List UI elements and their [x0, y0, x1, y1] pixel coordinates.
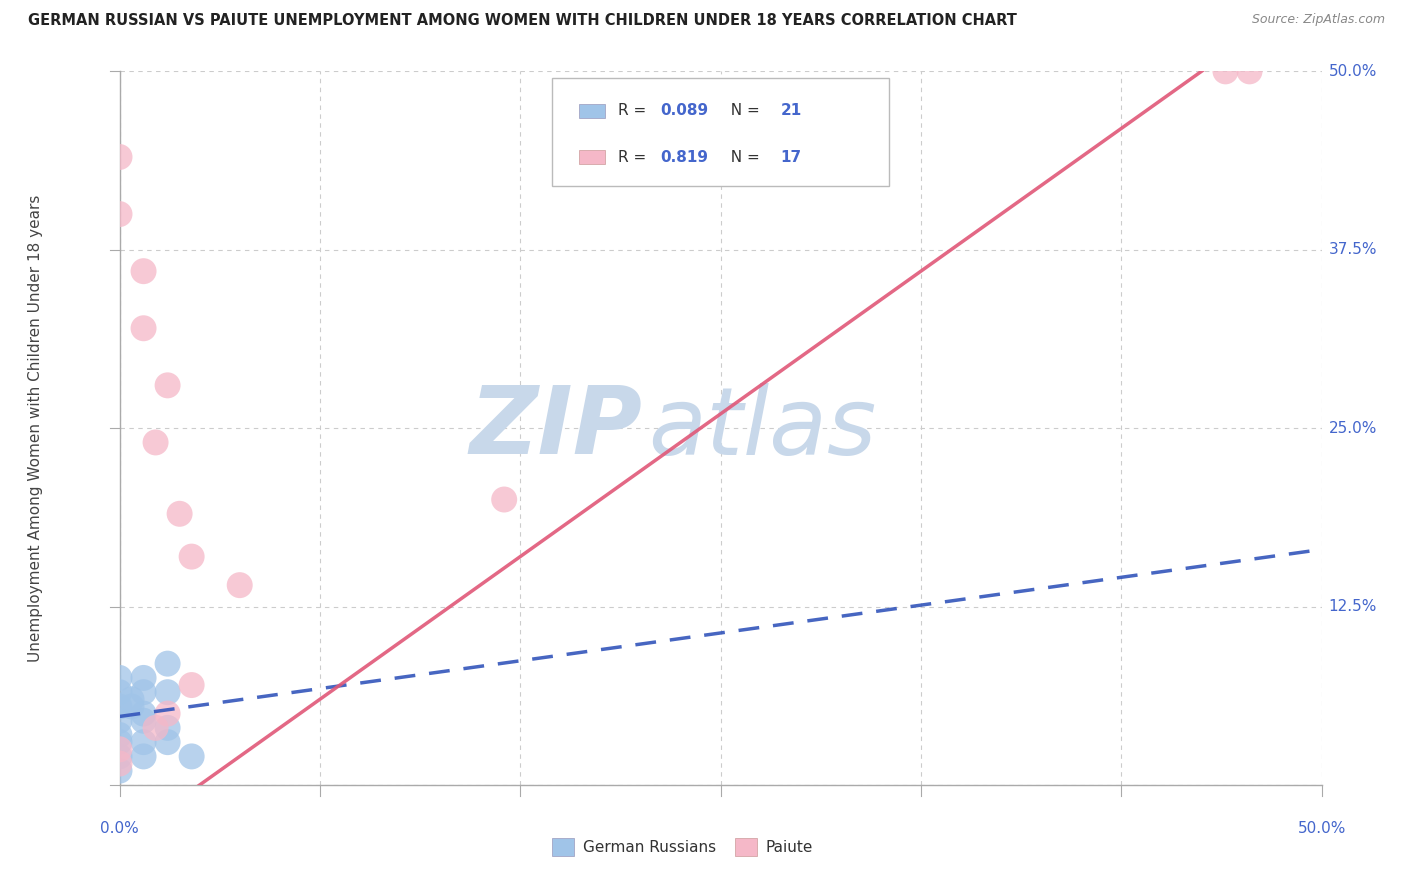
Point: [132, 671, 155, 685]
Text: Source: ZipAtlas.com: Source: ZipAtlas.com: [1251, 13, 1385, 27]
Text: GERMAN RUSSIAN VS PAIUTE UNEMPLOYMENT AMONG WOMEN WITH CHILDREN UNDER 18 YEARS C: GERMAN RUSSIAN VS PAIUTE UNEMPLOYMENT AM…: [28, 13, 1017, 29]
Text: 21: 21: [780, 103, 801, 119]
Point: [180, 749, 202, 764]
Point: [1239, 64, 1261, 78]
Text: R =: R =: [619, 150, 651, 165]
Point: [180, 549, 202, 564]
Point: [1215, 64, 1237, 78]
Point: [132, 264, 155, 278]
Point: [145, 435, 167, 450]
Text: R =: R =: [619, 103, 651, 119]
Text: 37.5%: 37.5%: [1329, 243, 1376, 257]
Point: [108, 749, 131, 764]
Point: [228, 578, 252, 592]
Point: [156, 721, 179, 735]
Text: 0.819: 0.819: [661, 150, 709, 165]
Text: German Russians: German Russians: [582, 840, 716, 855]
Point: [156, 706, 179, 721]
Bar: [579, 103, 605, 118]
Point: [494, 492, 516, 507]
Text: 50.0%: 50.0%: [1329, 64, 1376, 78]
Text: N =: N =: [720, 150, 765, 165]
Text: N =: N =: [720, 103, 765, 119]
Text: Paiute: Paiute: [765, 840, 813, 855]
Point: [108, 728, 131, 742]
Point: [108, 685, 131, 699]
Bar: [579, 150, 605, 164]
Point: [108, 671, 131, 685]
Point: [132, 749, 155, 764]
Point: [156, 378, 179, 392]
Point: [108, 735, 131, 749]
Point: [108, 742, 131, 756]
Point: [108, 714, 131, 728]
Point: [121, 699, 143, 714]
Point: [132, 706, 155, 721]
Text: ZIP: ZIP: [470, 382, 643, 475]
Text: 50.0%: 50.0%: [1298, 821, 1346, 836]
Text: 0.089: 0.089: [661, 103, 709, 119]
Point: [156, 657, 179, 671]
Text: atlas: atlas: [648, 383, 877, 474]
FancyBboxPatch shape: [553, 78, 889, 186]
Point: [132, 685, 155, 699]
Point: [180, 678, 202, 692]
Point: [132, 735, 155, 749]
Text: 25.0%: 25.0%: [1329, 421, 1376, 435]
Point: [132, 714, 155, 728]
Text: Unemployment Among Women with Children Under 18 years: Unemployment Among Women with Children U…: [28, 194, 42, 662]
Text: 0.0%: 0.0%: [100, 821, 139, 836]
Text: 17: 17: [780, 150, 801, 165]
Point: [156, 735, 179, 749]
Point: [108, 207, 131, 221]
Point: [156, 685, 179, 699]
Point: [108, 150, 131, 164]
Point: [132, 321, 155, 335]
Point: [108, 699, 131, 714]
Point: [108, 756, 131, 771]
Point: [121, 692, 143, 706]
Point: [108, 764, 131, 778]
Text: 12.5%: 12.5%: [1329, 599, 1376, 614]
Point: [145, 721, 167, 735]
Point: [169, 507, 191, 521]
